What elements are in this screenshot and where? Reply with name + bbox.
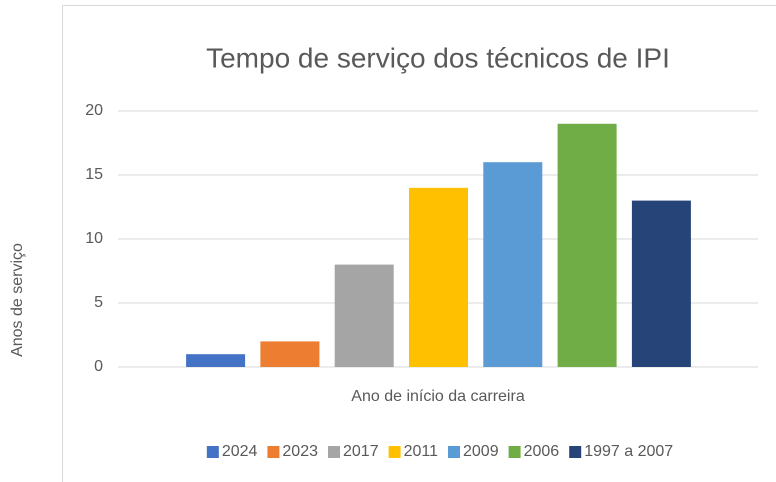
bar (483, 162, 543, 367)
legend-label: 2017 (343, 443, 379, 460)
y-tick-label: 20 (85, 102, 103, 119)
y-tick-label: 10 (85, 230, 103, 247)
legend-swatch (448, 446, 461, 458)
legend-swatch (206, 446, 219, 458)
legend-swatch (267, 446, 280, 458)
legend-label: 2006 (524, 443, 560, 460)
y-tick-label: 15 (85, 166, 103, 183)
bar (334, 264, 394, 367)
legend-swatch (328, 446, 341, 458)
legend-label: 2023 (282, 443, 318, 460)
legend-label: 2009 (463, 443, 499, 460)
legend-label: 2024 (222, 443, 258, 460)
y-axis-label: Anos de serviço (9, 243, 26, 357)
y-tick-label: 0 (94, 358, 103, 375)
bar (557, 123, 617, 367)
legend-label: 2011 (404, 443, 439, 460)
chart-title: Tempo de serviço dos técnicos de IPI (206, 42, 670, 73)
bar (186, 354, 246, 367)
bar (409, 187, 468, 367)
legend-swatch (508, 446, 521, 458)
legend-swatch (569, 446, 582, 458)
legend-swatch (388, 446, 401, 458)
bar (260, 341, 320, 367)
bar (631, 200, 691, 367)
legend-label: 1997 a 2007 (584, 443, 673, 460)
x-axis-label: Ano de início da carreira (351, 388, 525, 405)
y-tick-label: 5 (94, 294, 103, 311)
